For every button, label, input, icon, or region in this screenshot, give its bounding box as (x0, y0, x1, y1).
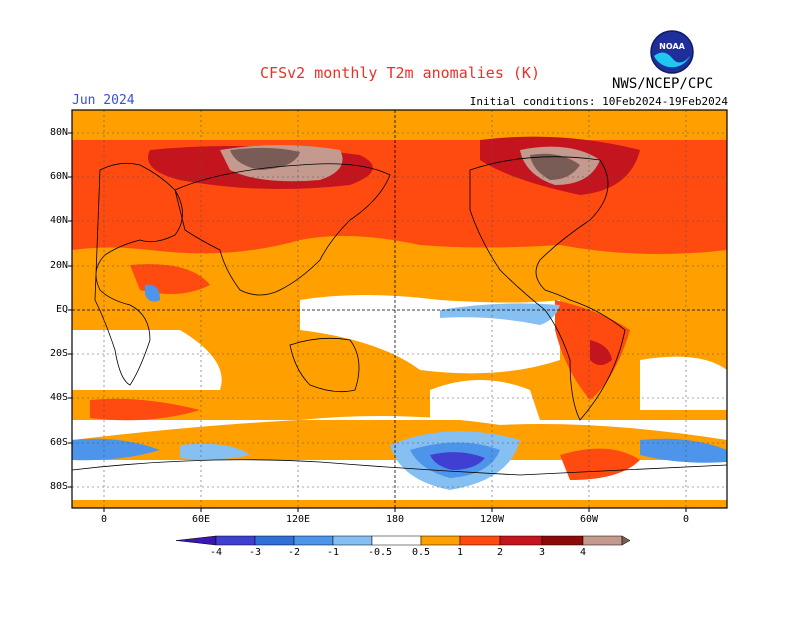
region-neutral-antarctica (72, 460, 727, 500)
colorbar-label: 1 (456, 547, 464, 558)
coastline-antarctica (72, 459, 727, 476)
lon-label-180: 180 (385, 514, 405, 525)
region-neutral-southern-ocean (72, 416, 727, 440)
lon-label-120w: 120W (479, 514, 505, 525)
colorbar-arrow-high (621, 535, 631, 546)
colorbar (175, 535, 631, 546)
lon-label-0-east: 0 (682, 514, 690, 525)
lon-label-60e: 60E (191, 514, 211, 525)
noaa-logo-icon: NOAA (650, 30, 694, 74)
colorbar-label: 4 (579, 547, 587, 558)
region-cool-west-africa (145, 284, 160, 302)
colorbar-label: 0.5 (411, 547, 431, 558)
colorbar-swatch (459, 535, 501, 546)
region-max-siberia (230, 147, 300, 170)
lon-label-60w: 60W (579, 514, 599, 525)
colorbar-swatch (254, 535, 295, 546)
region-max-canada (530, 153, 580, 180)
region-coldest-amundsen-sea (430, 452, 485, 470)
coastline-asia (174, 163, 391, 296)
region-hot-brazil (590, 340, 612, 365)
coastline-australia (289, 337, 360, 393)
colorbar-swatch (420, 535, 461, 546)
region-cool-indian-southern (180, 443, 250, 460)
lat-label-80n: 80N (49, 127, 68, 138)
initial-conditions: Initial conditions: 10Feb2024-19Feb2024 (469, 95, 728, 108)
axis-ticks (68, 132, 687, 512)
region-cool-eastern-pacific (440, 303, 560, 325)
svg-text:NOAA: NOAA (659, 42, 685, 51)
map-title: CFSv2 monthly T2m anomalies (K) (260, 64, 540, 82)
colorbar-label: -3 (248, 547, 262, 558)
colorbar-swatch (541, 535, 584, 546)
lat-label-20n: 20N (49, 260, 68, 271)
coastline-americas (469, 156, 626, 421)
colorbar-label: -1 (326, 547, 340, 558)
colorbar-swatch (293, 535, 334, 546)
gridlines (72, 110, 727, 508)
colorbar-swatch (582, 535, 623, 546)
coastlines (72, 156, 727, 476)
colorbar-swatch (215, 535, 256, 546)
lon-label-0-west: 0 (100, 514, 108, 525)
lat-label-40n: 40N (49, 215, 68, 226)
region-cool-weddell (640, 438, 727, 463)
map-field (72, 110, 727, 508)
colorbar-label: 3 (538, 547, 546, 558)
lat-label-40s: 40S (49, 392, 68, 403)
colorbar-arrow-low (175, 535, 217, 546)
lat-label-20s: 20S (49, 348, 68, 359)
colorbar-label: -0.5 (367, 547, 393, 558)
lat-label-60s: 60S (49, 437, 68, 448)
region-neutral-se-pacific (430, 380, 540, 420)
colorbar-swatch (499, 535, 543, 546)
colorbar-label: -2 (287, 547, 301, 558)
lat-label-60n: 60N (49, 171, 68, 182)
lat-label-80s: 80S (49, 481, 68, 492)
region-cool-weddell-east (72, 438, 160, 461)
region-neutral-south-atlantic (72, 330, 222, 390)
agency-label: NWS/NCEP/CPC (612, 76, 714, 92)
colorbar-label: 2 (496, 547, 504, 558)
forecast-month: Jun 2024 (72, 93, 135, 108)
colorbar-swatch (332, 535, 373, 546)
lon-label-120e: 120E (285, 514, 311, 525)
colorbar-swatch (371, 535, 422, 546)
region-warm-south-indian (90, 398, 200, 421)
map-frame (71, 109, 728, 509)
region-neutral-south-atlantic-east (640, 356, 727, 410)
lat-label-eq: EQ (55, 304, 68, 315)
colorbar-label: -4 (209, 547, 223, 558)
coastline-africa-europe (94, 162, 183, 386)
